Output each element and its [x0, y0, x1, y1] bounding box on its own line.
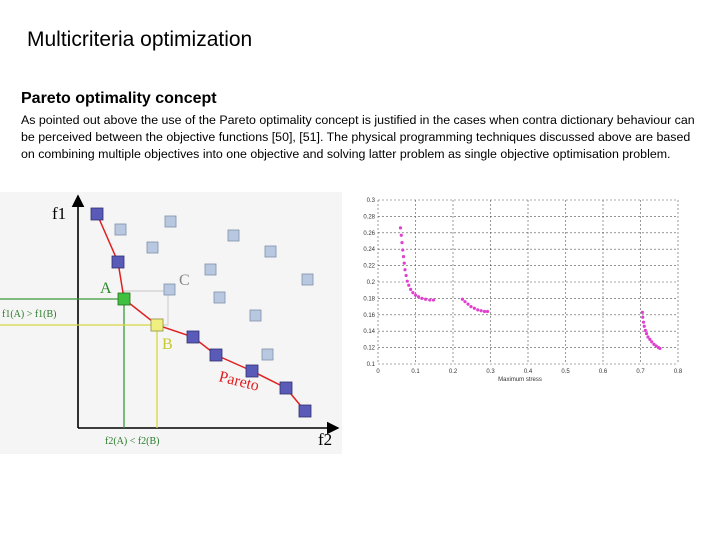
- y-tick-label: 0.1: [367, 362, 376, 368]
- f1-comparison-label: f1(A) > f1(B): [2, 309, 57, 320]
- scatter-point: [413, 293, 418, 297]
- pareto-points: [90, 207, 312, 418]
- scatter-point: [652, 342, 656, 346]
- scatter-point: [431, 298, 436, 302]
- y-tick-label: 0.24: [363, 247, 375, 253]
- x-tick-label: 0.5: [561, 369, 570, 375]
- scatter-point: [641, 315, 645, 319]
- pareto-point: [111, 255, 125, 269]
- scatter-point: [476, 308, 480, 312]
- dominated-point: [301, 273, 314, 286]
- pareto-point: [186, 330, 200, 344]
- y-tick-label: 0.14: [363, 329, 375, 335]
- scatter-point: [402, 261, 406, 265]
- scatter-point: [399, 233, 403, 237]
- x-tick-label: 0.6: [599, 369, 608, 375]
- y-tick-label: 0.28: [363, 214, 375, 220]
- scatter-point: [460, 297, 464, 301]
- pareto-scatter-chart: 0.1 0.12 0.14 0.16 0.18 0.2 0.22 0.24 0.26 0.28 0.…: [363, 198, 683, 383]
- y-tick-label: 0.12: [363, 346, 375, 352]
- x-axis-label: Maximum stress: [498, 377, 542, 383]
- scatter-point: [400, 241, 404, 245]
- point-b-label: B: [162, 336, 173, 353]
- point-c-label: C: [179, 272, 190, 289]
- x-tick-label: 0: [376, 369, 380, 375]
- scatter-point: [428, 298, 432, 302]
- scatter-point: [420, 296, 424, 300]
- f1-axis-label: f1: [52, 204, 66, 223]
- scatter-point: [472, 306, 476, 310]
- chart-grid: [377, 199, 679, 365]
- scatter-point: [640, 310, 644, 314]
- point-c: [163, 283, 176, 296]
- scatter-point: [648, 337, 652, 341]
- scatter-point: [469, 305, 473, 309]
- point-a: [117, 292, 131, 306]
- f2-axis-label: f2: [318, 430, 332, 449]
- scatter-point: [398, 226, 403, 230]
- section-subtitle: Pareto optimality concept: [21, 90, 217, 107]
- scatter-point: [642, 324, 646, 328]
- scatter-point: [404, 273, 408, 278]
- dominated-point: [204, 263, 217, 276]
- pareto-point: [209, 348, 223, 362]
- dominated-point: [213, 291, 226, 304]
- scatter-point: [646, 335, 650, 339]
- scatter-point: [482, 309, 487, 314]
- scatter-point: [466, 302, 470, 306]
- scatter-point: [416, 295, 421, 299]
- scatter-point: [641, 320, 646, 324]
- x-tick-label: 0.4: [524, 369, 533, 375]
- scatter-point: [401, 248, 405, 252]
- y-tick-labels: 0.1 0.12 0.14 0.16 0.18 0.2 0.22 0.24 0.26 0.28 0.…: [363, 198, 375, 368]
- y-tick-label: 0.3: [367, 198, 376, 204]
- point-b: [150, 318, 164, 332]
- x-tick-label: 0.8: [674, 369, 683, 375]
- dominated-point: [227, 229, 240, 242]
- dominated-point: [261, 348, 274, 361]
- pareto-point: [279, 381, 293, 395]
- scatter-point: [401, 254, 406, 259]
- scatter-point: [479, 309, 483, 313]
- y-tick-label: 0.16: [363, 313, 375, 319]
- dominated-point: [264, 245, 277, 258]
- scatter-point: [485, 309, 490, 314]
- pareto-diagram: f1 f2 A B C Pareto f1(A) > f1(B) f2(A) <…: [0, 192, 342, 454]
- scatter-points: [398, 226, 662, 351]
- x-tick-label: 0.7: [636, 369, 645, 375]
- point-a-label: A: [100, 280, 112, 297]
- x-tick-labels: 0 0.1 0.2 0.3 0.4 0.5 0.6 0.7 0.8: [376, 369, 683, 375]
- diagram-background: [0, 192, 342, 454]
- dominated-point: [164, 215, 177, 228]
- pareto-point: [245, 364, 259, 378]
- scatter-point: [463, 300, 467, 304]
- slide-title: Multicriteria optimization: [27, 28, 253, 51]
- scatter-point: [643, 328, 647, 332]
- scatter-point: [424, 297, 428, 301]
- x-tick-label: 0.3: [486, 369, 495, 375]
- dominated-point: [114, 223, 127, 236]
- scatter-point: [658, 346, 662, 351]
- dominated-points: [114, 215, 314, 361]
- f2-comparison-label: f2(A) < f2(B): [105, 436, 160, 447]
- scatter-point: [403, 268, 407, 272]
- scatter-point: [405, 279, 409, 283]
- pareto-point: [90, 207, 104, 221]
- scatter-point: [654, 344, 658, 348]
- dominated-point: [146, 241, 159, 254]
- body-paragraph: As pointed out above the use of the Pare…: [21, 113, 695, 161]
- y-tick-label: 0.2: [367, 280, 376, 286]
- x-tick-label: 0.1: [411, 369, 420, 375]
- dominated-point: [249, 309, 262, 322]
- scatter-point: [650, 340, 654, 344]
- scatter-point: [411, 291, 415, 295]
- scatter-point: [409, 287, 413, 291]
- scatter-point: [644, 332, 649, 336]
- scatter-point: [407, 283, 411, 287]
- x-tick-label: 0.2: [449, 369, 458, 375]
- y-tick-label: 0.22: [363, 264, 375, 270]
- y-tick-label: 0.26: [363, 231, 375, 237]
- pareto-point: [298, 404, 312, 418]
- y-tick-label: 0.18: [363, 296, 375, 302]
